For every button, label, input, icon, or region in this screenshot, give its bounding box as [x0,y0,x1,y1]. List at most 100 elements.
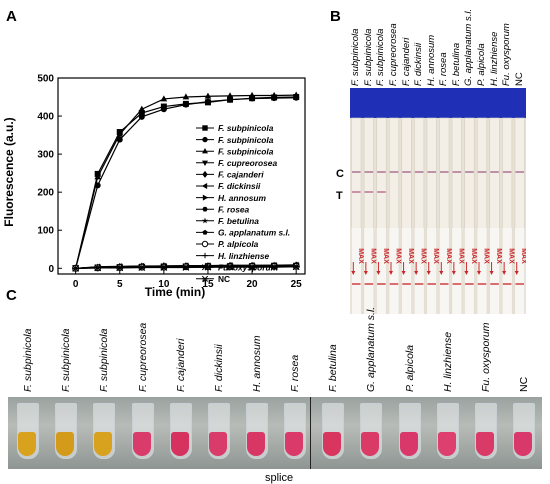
arrow-head [414,271,419,275]
tube-liquid [513,432,532,456]
data-point [94,173,101,180]
legend-entry: P. alpicola [218,239,259,249]
data-point [292,91,300,98]
strip-label: F. betulina [450,42,462,86]
data-point [248,263,256,271]
x-tick-label: 15 [202,279,214,290]
legend-marker [201,275,209,282]
x-tick-label: 5 [117,279,123,290]
strip-label: F. rosea [438,52,450,86]
strip [476,117,488,314]
tube [510,397,536,465]
tube-liquid [475,432,494,456]
strip-photo: MAX MAX MAX MAX MAX MAX MAX MAX MAX MAX MAX MAX MAX M… [350,88,526,314]
tube [281,397,307,465]
chart-axes: 0 5 10 15 20 25 0 100 200 300 400 500 [37,74,306,290]
strip-handle [502,228,512,314]
tube-label: NC [517,376,530,392]
data-point [248,91,256,98]
legend-marker [201,183,208,189]
legend-marker [202,229,208,235]
x-axis-label: Time (min) [145,285,205,299]
splice-label: splice [265,472,294,484]
strip [514,117,525,314]
arrow-head [514,271,519,275]
strip-label: NC [513,72,525,86]
tube-liquid [132,432,151,456]
strip [401,117,412,314]
chart-series [72,91,300,273]
tube [319,397,345,465]
data-point [116,264,124,272]
legend-marker [202,206,208,212]
series-13 [72,263,300,272]
x-tick-label: 20 [247,279,259,290]
data-point [292,263,300,271]
data-point [138,110,145,117]
legend-entry: F. dickinsii [218,181,261,191]
arrow-head [389,271,393,275]
strip-handle [477,228,487,314]
tube-label: G. applanatum s.l. [365,306,378,392]
y-tick-label: 100 [37,226,54,237]
max-text: MAX [395,248,402,264]
tube-label: F. subpinicola [98,328,111,392]
x-tick-label: 25 [291,279,303,290]
y-axis-label: Fluorescence (a.u.) [2,117,16,226]
legend-entry: NC [218,274,230,284]
fluorescence-chart: 0 5 10 15 20 25 0 100 200 300 400 500 F. subpinicol… [2,74,306,299]
c-line-label: C [336,168,344,180]
tube-liquid [361,432,380,456]
legend-entry: Fu. oxysporum [218,262,279,272]
arrow-head [351,271,356,275]
strip-handle [376,228,387,314]
strip [376,117,387,314]
arrow-head [401,271,406,275]
tube-liquid [56,432,75,456]
plot-frame [57,77,306,275]
data-point [72,264,80,272]
arrow-head [502,271,507,275]
tube-liquid [208,432,227,456]
legend-marker [202,252,208,259]
tube [472,397,498,465]
strip-label: P. alpicola [476,43,487,86]
series-1 [72,94,300,272]
legend-marker [202,136,208,143]
data-point [138,113,145,120]
data-point [182,264,190,271]
max-text: MAX [495,248,502,264]
legend-entry: F. subpinicola [218,135,274,145]
strip-handle [389,228,399,314]
max-text: MAX [470,248,477,264]
legend-entry: H. linzhiense [218,251,270,261]
tube [396,397,422,465]
tube-liquid [94,432,113,456]
strip-blue-pad [350,88,526,118]
data-point [160,264,168,271]
max-text: MAX [432,248,439,264]
panel-letter-c: C [6,287,17,304]
tube-label: F. rosea [289,354,302,392]
arrow-head [426,271,431,275]
data-point [270,263,278,271]
tube [14,397,40,465]
strip-label: F. cupreorosea [388,23,399,86]
tube-label: H. annosum [250,335,263,392]
tube [129,397,155,465]
legend-entry: F. subpinicola [218,123,274,133]
tube-liquid [399,432,418,456]
y-tick-label: 500 [37,74,54,85]
lateral-flow-panel: F. subpinicola F. subpinicola F. subpinico… [336,8,548,314]
strip-label: F. subpinicola [375,28,387,86]
strip [464,117,475,314]
legend-entry: F. subpinicola [218,146,274,156]
strip-label: F. cajanderi [400,37,412,86]
arrow-head [439,271,444,275]
tube-liquid [170,432,189,456]
data-point [204,92,212,99]
max-text: MAX [357,248,364,264]
data-point [182,93,190,100]
data-point [94,264,102,272]
